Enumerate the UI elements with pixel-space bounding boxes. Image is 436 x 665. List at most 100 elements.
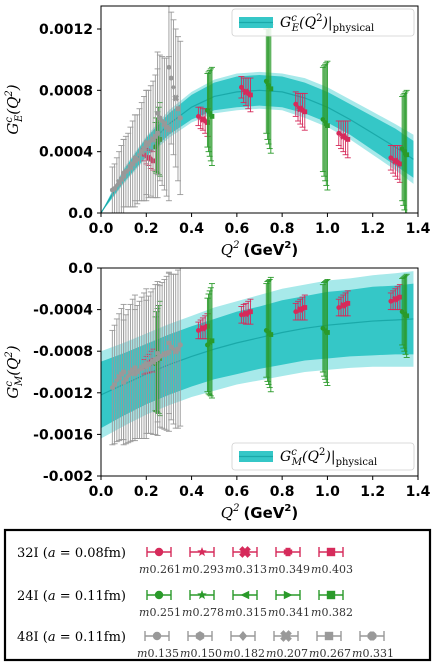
data-point [292, 91, 299, 117]
legend-entry-mass: m0.278 [182, 606, 224, 619]
top-series-48I-m0.331 [120, 40, 184, 213]
legend-entry: m0.382 [311, 590, 353, 619]
point-marker [302, 109, 308, 115]
bottom-plot-area [101, 268, 414, 446]
data-point [143, 89, 150, 202]
point-marker [175, 106, 181, 112]
point-marker [121, 173, 127, 179]
x-tick-label: 0.8 [270, 221, 295, 237]
legend-row-48I: 48I (a = 0.11fm) m0.135 m0.150 m0.182 m0.207… [17, 630, 394, 660]
data-point [172, 28, 180, 168]
x-tick-label: 0.8 [270, 484, 295, 500]
x-tick-label: 0.6 [224, 221, 249, 237]
data-point [267, 276, 274, 393]
point-marker [130, 367, 136, 373]
point-marker [293, 101, 299, 107]
point-marker [209, 114, 215, 119]
point-marker [143, 361, 149, 367]
point-marker [166, 349, 172, 355]
legend-entry-mass: m0.251 [139, 606, 181, 619]
data-point [247, 298, 254, 325]
data-point [177, 268, 184, 427]
data-point [344, 290, 351, 317]
point-marker [209, 338, 215, 344]
legend-row-label: 48I (a = 0.11fm) [17, 630, 126, 645]
x-tick-label: 1.0 [315, 221, 340, 237]
y-tick-label: 0.0 [68, 206, 93, 222]
x-tick-label: 0.4 [179, 221, 204, 237]
legend-entry-mass: m0.150 [180, 647, 222, 660]
bottom-series-48I-m0.150 [111, 273, 175, 445]
point-marker [404, 313, 410, 319]
legend-entry-marker [197, 589, 207, 600]
legend-entry-marker [154, 547, 164, 557]
data-point [120, 303, 127, 441]
bottom-central-line [101, 318, 414, 396]
point-marker [130, 161, 136, 167]
legend-label: Gc E(Q2)|physical [280, 13, 374, 34]
x-tick-label: 0.2 [134, 221, 159, 237]
legend-entry-marker [280, 630, 292, 642]
legend-entry-mass: m0.331 [352, 647, 394, 660]
point-marker [171, 84, 176, 91]
x-tick-label: 1.2 [360, 221, 385, 237]
point-marker [325, 123, 330, 128]
point-marker [404, 152, 410, 158]
top-series-48I-m0.267 [118, 36, 181, 213]
legend-entry: m0.207 [266, 630, 308, 660]
point-marker [166, 126, 172, 132]
point-marker [175, 346, 181, 352]
legend-frame [231, 442, 415, 471]
legend-entry-marker [324, 631, 334, 641]
point-marker [321, 326, 327, 332]
point-marker [155, 130, 161, 136]
point-marker [302, 305, 308, 310]
point-marker [141, 363, 147, 369]
point-marker [345, 300, 351, 306]
y-tick-label: 0.0004 [39, 145, 93, 161]
legend-entry-mass: m0.341 [268, 606, 310, 619]
point-marker [112, 185, 117, 192]
legend-entry-mass: m0.293 [182, 563, 224, 576]
data-point [131, 294, 138, 442]
data-point [344, 120, 351, 159]
legend-entry: m0.278 [182, 589, 224, 619]
data-point [238, 76, 245, 99]
legend-entry-mass: m0.315 [225, 606, 267, 619]
y-tick-label: -0.0008 [33, 344, 93, 360]
point-marker [321, 118, 327, 124]
point-marker [400, 309, 407, 316]
top-series-48I-m0.150 [111, 11, 175, 213]
data-point [131, 114, 138, 208]
point-marker [157, 115, 163, 121]
top-frame [100, 5, 419, 214]
data-point [208, 283, 215, 399]
point-marker [168, 75, 174, 81]
point-marker [112, 381, 117, 388]
legend-row-label: 32I (a = 0.08fm) [17, 546, 126, 561]
point-marker [264, 81, 271, 87]
x-tick-label: 0.2 [134, 484, 159, 500]
legend-entry-mass: m0.261 [139, 563, 181, 576]
point-marker [155, 355, 161, 362]
legend-entry-marker [283, 547, 293, 557]
data-point [143, 288, 150, 440]
legend-entry: m0.331 [352, 631, 394, 660]
point-marker [397, 161, 403, 167]
point-marker [248, 92, 253, 98]
data-point [165, 272, 172, 432]
bottom-y-axis-label: GcM(Q2) [4, 345, 25, 398]
data-point [154, 281, 161, 436]
legend-entry-mass: m0.182 [223, 647, 265, 660]
data-point [111, 163, 118, 213]
bottom-legend: Gc M(Q2)|physical [231, 442, 415, 471]
data-point [165, 56, 172, 202]
point-marker [240, 310, 247, 317]
point-marker [118, 371, 124, 377]
data-point [156, 54, 163, 182]
top-legend: Gc E(Q2)|physical [231, 8, 415, 37]
x-tick-label: 0.0 [89, 221, 114, 237]
point-marker [141, 146, 147, 151]
legend-entry: m0.251 [139, 590, 181, 619]
